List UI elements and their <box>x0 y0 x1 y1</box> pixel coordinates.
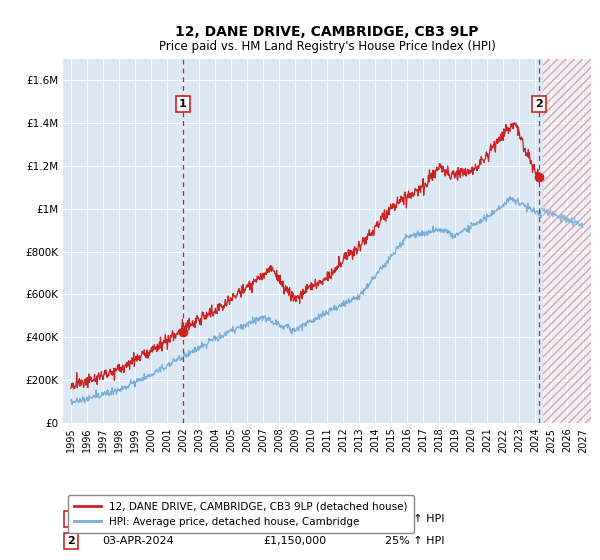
Legend: 12, DANE DRIVE, CAMBRIDGE, CB3 9LP (detached house), HPI: Average price, detache: 12, DANE DRIVE, CAMBRIDGE, CB3 9LP (deta… <box>68 496 413 533</box>
Text: £1,150,000: £1,150,000 <box>263 536 327 546</box>
Text: 1: 1 <box>67 514 75 524</box>
Bar <box>543 59 591 423</box>
Text: £425,943: £425,943 <box>263 514 317 524</box>
Text: 1: 1 <box>179 99 187 109</box>
Text: 25% ↑ HPI: 25% ↑ HPI <box>385 536 445 546</box>
Text: 12, DANE DRIVE, CAMBRIDGE, CB3 9LP: 12, DANE DRIVE, CAMBRIDGE, CB3 9LP <box>175 25 479 39</box>
Text: 20-DEC-2001: 20-DEC-2001 <box>103 514 176 524</box>
Text: 2: 2 <box>67 536 75 546</box>
Bar <box>543 59 591 423</box>
Text: Price paid vs. HM Land Registry's House Price Index (HPI): Price paid vs. HM Land Registry's House … <box>158 40 496 53</box>
Text: 34% ↑ HPI: 34% ↑ HPI <box>385 514 445 524</box>
Text: 2: 2 <box>535 99 543 109</box>
Text: 03-APR-2024: 03-APR-2024 <box>103 536 175 546</box>
